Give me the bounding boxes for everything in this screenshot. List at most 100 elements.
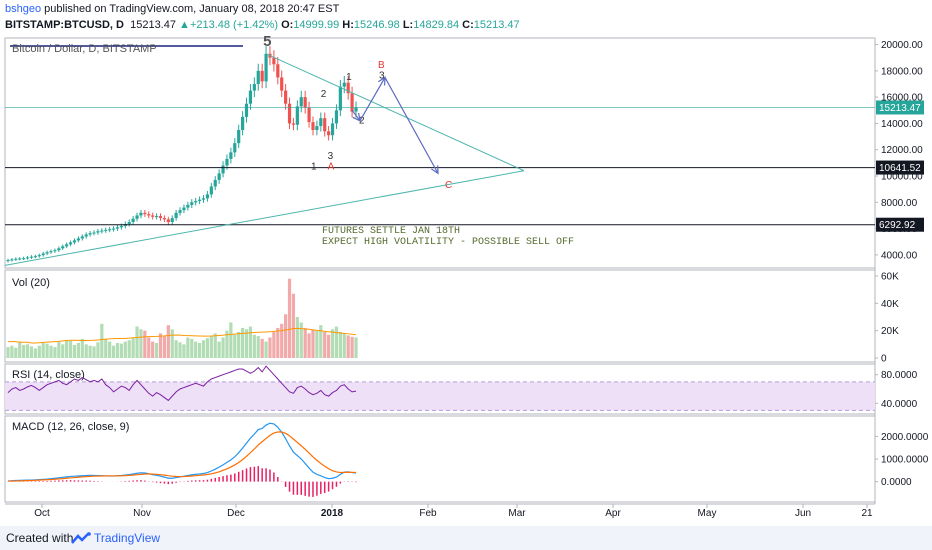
time-tick-label: Jun	[795, 508, 811, 519]
candle-body	[111, 228, 116, 230]
volume-bar	[252, 334, 256, 358]
volume-bar	[295, 317, 299, 358]
volume-bar	[350, 336, 354, 358]
pane-frame-macd	[4, 415, 876, 503]
volume-bar	[100, 323, 104, 358]
candle-body	[104, 229, 108, 231]
volume-bar	[49, 345, 53, 358]
projected-wave-path	[351, 76, 439, 174]
volume-bar	[45, 343, 49, 358]
candle-body	[233, 143, 237, 153]
price-label-text: 15213.47	[879, 103, 921, 114]
rsi-tick-label: 80.0000	[881, 370, 918, 381]
price-tick-label: 14000.00	[881, 119, 923, 130]
volume-bar	[272, 332, 276, 358]
candle-body	[299, 97, 303, 107]
volume-bar	[338, 332, 342, 358]
rsi-title: RSI (14, close)	[12, 369, 85, 381]
volume-bar	[280, 323, 284, 358]
candle-body	[229, 152, 233, 159]
volume-bar	[88, 345, 92, 358]
volume-tick-label: 60K	[881, 272, 899, 283]
candle-body	[241, 116, 245, 130]
volume-bar	[76, 342, 80, 358]
price-change: +213.48 (+1.42%)	[189, 19, 279, 31]
time-tick-label: Nov	[133, 508, 151, 519]
arrowhead-wave-b	[377, 76, 386, 86]
volume-bar	[194, 341, 198, 358]
wave-label: 3	[379, 71, 385, 82]
volume-bar	[18, 341, 22, 358]
volume-bar	[61, 344, 65, 358]
volume-bar	[53, 347, 57, 358]
wave-label: 1	[311, 161, 317, 172]
candle-body	[119, 225, 123, 228]
volume-bar	[96, 342, 100, 358]
wave-label: B	[378, 60, 385, 71]
volume-bar	[260, 338, 264, 358]
price-tick-label: 4000.00	[881, 250, 918, 261]
volume-bar	[307, 333, 311, 358]
candle-body	[256, 70, 260, 84]
chart-title: Bitcoin / Dollar, D, BITSTAMP	[12, 43, 157, 55]
candle-body	[237, 130, 241, 144]
macd-tick-label: 2000.0000	[881, 432, 929, 443]
volume-bar	[354, 337, 358, 358]
price-label-box	[876, 160, 924, 175]
tradingview-link[interactable]: TradingView	[94, 531, 161, 545]
candle-body	[303, 97, 307, 108]
volume-bar	[84, 344, 88, 358]
volume-bar	[330, 329, 335, 358]
macd-tick-label: 1000.0000	[881, 455, 929, 466]
publish-line: bshgeo published on TradingView.com, Jan…	[5, 3, 339, 15]
candle-body	[354, 107, 358, 112]
price-label-text: 6292.92	[879, 220, 916, 231]
volume-bar	[225, 330, 229, 358]
candle-body	[100, 230, 104, 232]
low-label: L:	[402, 19, 414, 31]
chart-area[interactable]: 20000.0018000.0016000.0014000.0012000.00…	[0, 0, 932, 526]
price-tick-label: 18000.00	[881, 66, 923, 77]
volume-bar	[264, 341, 268, 358]
candle-body	[61, 246, 65, 249]
candle-body	[291, 123, 296, 125]
volume-bar	[111, 345, 116, 358]
volume-bar	[190, 338, 194, 358]
volume-bar	[268, 337, 272, 358]
volume-bar	[233, 334, 237, 358]
footer-bar: Created with TradingView	[0, 526, 932, 550]
candle-body	[127, 222, 131, 224]
candle-body	[33, 256, 37, 258]
arrowhead-wave-2	[352, 112, 361, 122]
close-value: 15213.47	[473, 19, 520, 31]
volume-bar	[248, 326, 253, 358]
candle-body	[244, 103, 249, 117]
author-link[interactable]: bshgeo	[5, 3, 42, 15]
candle-body	[248, 90, 253, 104]
candle-body	[201, 198, 206, 200]
tradingview-logo-icon[interactable]	[71, 532, 91, 544]
candle-body	[162, 218, 167, 220]
time-tick-label: Feb	[419, 508, 437, 519]
candle-body	[72, 240, 77, 243]
candle-body	[10, 259, 14, 261]
volume-tick-label: 40K	[881, 299, 899, 310]
volume-bar	[123, 341, 127, 358]
candle-body	[295, 106, 299, 125]
candle-body	[76, 238, 80, 241]
time-tick-label: 2018	[321, 508, 344, 519]
volume-bar	[143, 330, 147, 358]
macd-title: MACD (12, 26, close, 9)	[12, 421, 129, 433]
volume-bar	[174, 340, 178, 358]
price-tick-label: 20000.00	[881, 40, 923, 51]
candle-body	[264, 53, 268, 82]
wave-label: 3	[328, 151, 334, 162]
rsi-tick-label: 40.0000	[881, 399, 918, 410]
candle-body	[276, 64, 280, 78]
macd-tick-label: 0.0000	[881, 477, 912, 488]
volume-bar	[119, 343, 123, 358]
volume-bar	[229, 322, 233, 358]
volume-bar	[158, 333, 163, 358]
candle-body	[25, 257, 30, 259]
candle-body	[205, 194, 210, 199]
